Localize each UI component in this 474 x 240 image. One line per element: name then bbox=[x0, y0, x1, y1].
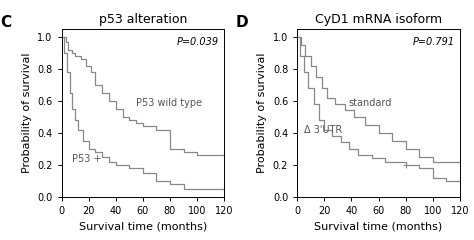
Title: p53 alteration: p53 alteration bbox=[99, 13, 187, 26]
Text: P53 +: P53 + bbox=[73, 154, 102, 164]
Text: D: D bbox=[236, 15, 248, 30]
Title: CyD1 mRNA isoform: CyD1 mRNA isoform bbox=[315, 13, 442, 26]
X-axis label: Survival time (months): Survival time (months) bbox=[79, 221, 207, 231]
Text: Δ 3'UTR: Δ 3'UTR bbox=[304, 125, 342, 135]
Text: P=0.791: P=0.791 bbox=[413, 37, 455, 47]
Text: C: C bbox=[0, 15, 11, 30]
Text: P53 wild type: P53 wild type bbox=[136, 98, 202, 108]
Text: P=0.039: P=0.039 bbox=[177, 37, 219, 47]
Y-axis label: Probability of survival: Probability of survival bbox=[22, 53, 32, 173]
X-axis label: Survival time (months): Survival time (months) bbox=[314, 221, 443, 231]
Text: standard: standard bbox=[349, 98, 392, 108]
Y-axis label: Probability of survival: Probability of survival bbox=[257, 53, 267, 173]
